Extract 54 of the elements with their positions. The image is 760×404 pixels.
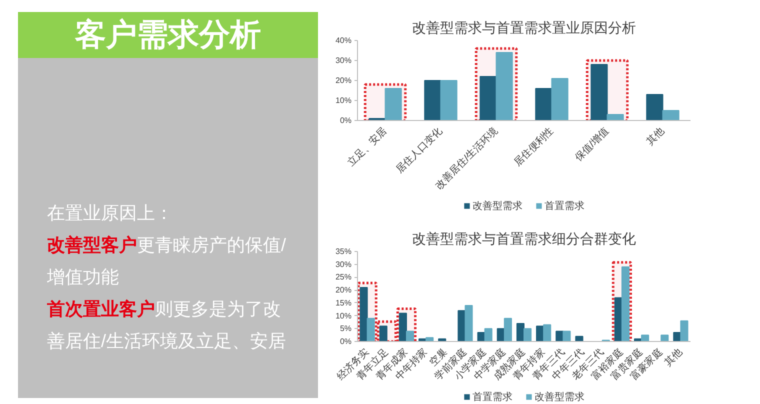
y-tick-label: 25% bbox=[335, 272, 352, 282]
y-tick-label: 35% bbox=[335, 247, 352, 256]
text: 更青睐房产的保值/ bbox=[137, 235, 286, 255]
text: 则更多是为了改 bbox=[155, 299, 281, 319]
bar bbox=[524, 328, 532, 342]
text: 在置业原因上： bbox=[47, 203, 173, 223]
bar bbox=[484, 328, 492, 342]
bar bbox=[641, 334, 650, 342]
x-tick-label: 居住便利性 bbox=[512, 124, 556, 169]
bar bbox=[562, 330, 571, 342]
y-tick-label: 30% bbox=[335, 56, 352, 65]
y-tick-label: 5% bbox=[340, 324, 352, 334]
bar bbox=[379, 326, 388, 342]
y-tick-label: 0% bbox=[340, 337, 352, 346]
y-tick-label: 40% bbox=[335, 36, 352, 45]
bar bbox=[424, 80, 442, 120]
text: 首次置业客户 bbox=[47, 299, 155, 319]
bar bbox=[480, 76, 497, 120]
bar bbox=[543, 324, 552, 342]
bar bbox=[662, 110, 680, 120]
y-tick-label: 30% bbox=[335, 260, 352, 269]
bar bbox=[440, 80, 458, 120]
bar bbox=[551, 78, 568, 120]
bar bbox=[366, 318, 375, 342]
chart-title: 改善型需求与首置需求置业原因分析 bbox=[412, 20, 636, 36]
y-tick-label: 20% bbox=[335, 76, 352, 85]
bar bbox=[406, 330, 414, 342]
y-tick-label: 10% bbox=[335, 96, 352, 105]
bar bbox=[680, 320, 688, 342]
text: 客户需求分析 bbox=[18, 12, 318, 58]
legend-label: 首置需求 bbox=[472, 390, 512, 404]
bar bbox=[426, 337, 434, 342]
y-tick-label: 20% bbox=[335, 286, 352, 295]
x-tick-label: 其他 bbox=[644, 124, 667, 148]
legend-label: 改善型需求 bbox=[472, 200, 522, 212]
bar bbox=[606, 114, 624, 120]
bar bbox=[646, 94, 664, 120]
chart-title: 改善型需求与首置需求细分合群变化 bbox=[412, 230, 636, 246]
bar bbox=[660, 334, 669, 342]
text: 增值功能 bbox=[47, 267, 119, 287]
bar bbox=[504, 318, 512, 342]
text: 善居住/生活环境及立足、安居 bbox=[47, 331, 286, 351]
legend-label: 改善型需求 bbox=[534, 390, 584, 404]
y-tick-label: 0% bbox=[340, 116, 352, 125]
bar bbox=[575, 336, 584, 342]
text: 改善型客户 bbox=[47, 235, 137, 255]
x-tick-label: 立足、安居 bbox=[345, 124, 390, 169]
legend-label: 首置需求 bbox=[544, 200, 584, 212]
bar bbox=[464, 305, 473, 342]
x-tick-label: 其他 bbox=[662, 346, 685, 369]
bar bbox=[535, 88, 552, 120]
y-tick-label: 10% bbox=[335, 311, 352, 320]
x-tick-label: 保值/增值 bbox=[572, 124, 612, 164]
y-tick-label: 15% bbox=[335, 298, 352, 308]
